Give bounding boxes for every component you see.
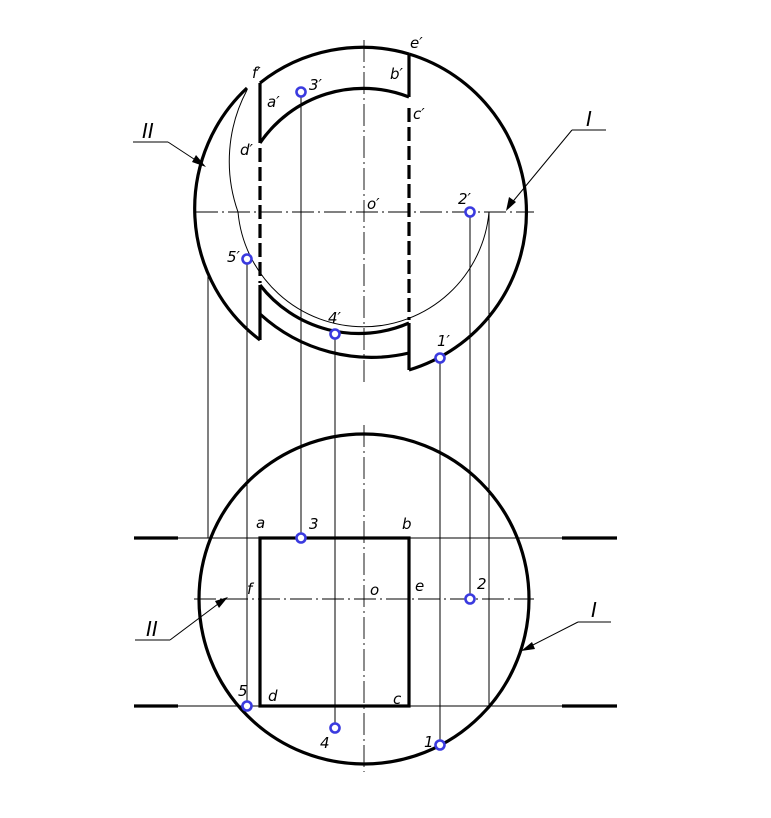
label-c: c [393, 690, 402, 708]
projection-lines [207, 92, 490, 745]
front-leader-i-arrow [506, 197, 516, 211]
top-leader-i-arrow [521, 642, 535, 651]
point-4-prime-marker [329, 328, 341, 340]
top-view: a 3 b f o e 2 5 d c 4 1 II I [134, 425, 617, 772]
point-1-prime-marker [434, 352, 446, 364]
label-o: o [370, 581, 379, 599]
label-4: 4 [320, 734, 330, 752]
front-outer-arc-right [408, 52, 529, 372]
label-roman-ii-front: II [142, 119, 154, 143]
front-auxiliary-arc-lower [237, 211, 490, 328]
label-roman-i-front: I [586, 107, 592, 131]
label-2: 2 [477, 575, 487, 593]
label-2-prime: 2′ [458, 190, 472, 208]
label-o-prime: o′ [367, 195, 380, 213]
label-b: b [402, 515, 412, 533]
top-leader-ii-arrow [215, 597, 228, 608]
label-1: 1 [424, 733, 434, 751]
point-2-marker [464, 593, 476, 605]
label-3: 3 [309, 515, 319, 533]
label-e: e [415, 577, 424, 595]
front-auxiliary-arc-left [228, 89, 248, 213]
front-outer-arc-bottom [258, 312, 410, 359]
front-outer-arc-left [193, 86, 261, 342]
label-roman-ii-top: II [146, 617, 158, 641]
label-c-prime: c′ [413, 105, 425, 123]
point-3-prime-marker [295, 86, 307, 98]
front-leader-ii-arrow [192, 155, 206, 167]
label-d-prime: d′ [240, 141, 254, 159]
top-leader-i-line [526, 621, 579, 649]
top-outer-circle [197, 432, 531, 766]
front-leader-i-line [509, 129, 573, 206]
label-b-prime: b′ [390, 65, 404, 83]
label-4-prime: 4′ [328, 309, 342, 327]
label-e-prime: e′ [410, 34, 423, 52]
point-2-prime-marker [464, 206, 476, 218]
front-inner-arc-bottom [258, 284, 410, 336]
point-4-marker [329, 722, 341, 734]
front-outer-arc-top [259, 45, 410, 85]
point-5-prime-marker [241, 253, 253, 265]
point-5-marker [241, 700, 253, 712]
label-d: d [268, 687, 278, 705]
label-a: a [256, 514, 265, 532]
point-1-marker [434, 739, 446, 751]
label-3-prime: 3′ [309, 76, 323, 94]
front-inner-arc-top [258, 86, 410, 144]
label-f-prime: f′ [252, 64, 261, 82]
label-1-prime: 1′ [437, 332, 451, 350]
label-roman-i-top: I [591, 598, 597, 622]
label-5: 5 [238, 682, 248, 700]
label-5-prime: 5′ [227, 248, 241, 266]
front-view: f′ e′ a′ 3′ b′ c′ d′ o′ 2′ 5′ 4′ 1′ II I [133, 34, 606, 385]
label-a-prime: a′ [267, 93, 280, 111]
top-leader-ii-line [169, 600, 223, 641]
point-3-marker [295, 532, 307, 544]
label-f: f [247, 580, 255, 598]
